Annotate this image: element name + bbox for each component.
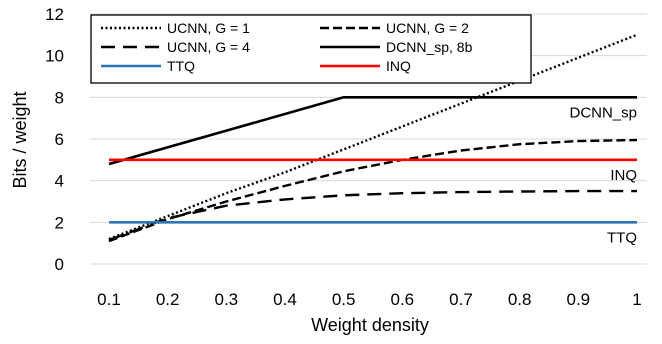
x-tick-label-8: 0.9 (567, 290, 591, 309)
y-tick-label-1: 2 (55, 213, 64, 232)
x-axis-title: Weight density (311, 315, 429, 335)
annotation-0: DCNN_sp (569, 104, 637, 121)
legend-label-4: TTQ (167, 58, 195, 74)
series-line-2 (108, 189, 637, 242)
y-tick-label-6: 12 (45, 5, 64, 24)
tick-labels: 0 2 4 6 8 10 12 0.1 0.2 0.3 0.4 0.5 0.6 0.7 0.8 0.9 1 (45, 5, 642, 309)
x-tick-label-7: 0.8 (508, 290, 532, 309)
series-layer (108, 33, 638, 243)
x-tick-label-9: 1 (632, 290, 641, 309)
y-tick-label-2: 4 (55, 172, 64, 191)
annotation-2: TTQ (607, 229, 637, 246)
legend-label-3: DCNN_sp, 8b (386, 39, 473, 55)
y-tick-label-0: 0 (55, 255, 64, 274)
y-axis-title: Bits / weight (10, 91, 30, 188)
legend-label-2: UCNN, G = 4 (167, 39, 250, 55)
y-tick-label-5: 10 (45, 47, 64, 66)
x-tick-label-6: 0.7 (449, 290, 473, 309)
annotation-1: INQ (610, 167, 637, 184)
legend-label-0: UCNN, G = 1 (167, 20, 250, 36)
x-tick-label-1: 0.2 (156, 290, 180, 309)
annotations: DCNN_sp INQ TTQ (569, 104, 637, 246)
x-tick-label-2: 0.3 (215, 290, 239, 309)
x-tick-label-3: 0.4 (273, 290, 297, 309)
y-tick-label-3: 6 (55, 130, 64, 149)
legend: UCNN, G = 1 UCNN, G = 2 UCNN, G = 4 DCNN_sp… (90, 14, 532, 84)
legend-label-5: INQ (386, 58, 411, 74)
x-tick-label-4: 0.5 (332, 290, 356, 309)
legend-box (90, 14, 532, 84)
legend-label-1: UCNN, G = 2 (386, 20, 469, 36)
series-line-3 (108, 96, 637, 166)
series-line-1 (108, 138, 638, 243)
x-tick-label-5: 0.6 (391, 290, 415, 309)
x-tick-label-0: 0.1 (97, 290, 121, 309)
y-tick-label-4: 8 (55, 88, 64, 107)
